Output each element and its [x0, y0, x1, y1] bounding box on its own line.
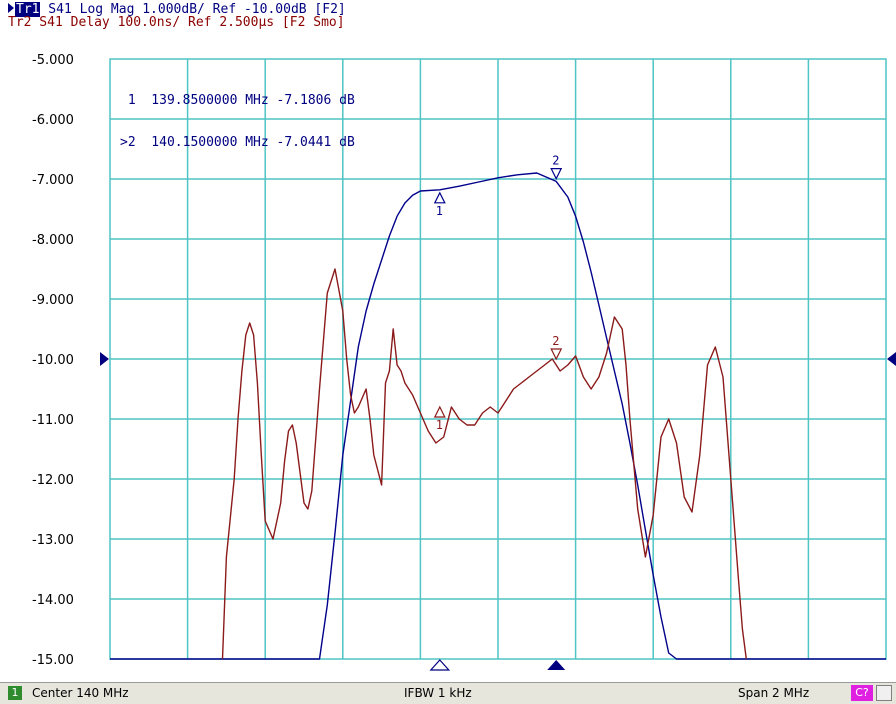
trace2-line	[221, 268, 747, 660]
traces	[110, 172, 886, 660]
trace1-badge[interactable]: Tr1	[15, 2, 41, 17]
markers[interactable]: 1 2 1 2	[433, 154, 563, 432]
y-tick-label: -7.000	[32, 173, 74, 188]
channel-number-badge[interactable]: 1	[8, 686, 22, 700]
marker2-trace2-label: 2	[552, 334, 559, 348]
trace2-settings: Tr2 S41 Delay 100.0ns/ Ref 2.500µs [F2 S…	[8, 15, 345, 30]
marker1-trace1-icon[interactable]	[433, 191, 446, 204]
marker2-trace2-icon[interactable]	[550, 348, 563, 361]
axis-indicators	[100, 352, 896, 671]
y-tick-label: -5.000	[32, 53, 74, 68]
y-tick-label: -6.000	[32, 113, 74, 128]
marker1-trace1-label: 1	[436, 204, 443, 218]
y-tick-label: -8.000	[32, 233, 74, 248]
reference-level-arrow-right-icon[interactable]	[887, 352, 896, 366]
marker1-trace2-icon[interactable]	[433, 405, 446, 418]
y-axis-ticks: -5.000 -6.000 -7.000 -8.000 -9.000 -10.00 -11.…	[32, 53, 74, 668]
center-frequency[interactable]: Center 140 MHz	[32, 686, 129, 700]
trace1-header[interactable]: Tr1 S41 Log Mag 1.000dB/ Ref -10.00dB [F…	[8, 2, 346, 17]
marker2-trace1-icon[interactable]	[550, 168, 563, 180]
active-trace-arrow-icon	[8, 3, 14, 13]
plot-area[interactable]: -5.000 -6.000 -7.000 -8.000 -9.000 -10.00 -11.…	[0, 44, 896, 682]
marker1-readout: 1 139.8500000 MHz -7.1806 dB	[120, 93, 355, 108]
marker2-position-icon[interactable]	[547, 660, 566, 670]
y-tick-label: -13.00	[32, 533, 74, 548]
reference-level-arrow-icon[interactable]	[100, 352, 109, 366]
y-tick-label: -12.00	[32, 473, 74, 488]
trace1-settings: S41 Log Mag 1.000dB/ Ref -10.00dB [F2]	[40, 2, 346, 17]
marker-readout: 1 139.8500000 MHz -7.1806 dB >2 140.1500…	[120, 66, 355, 164]
y-tick-label: -10.00	[32, 353, 74, 368]
marker2-readout: >2 140.1500000 MHz -7.0441 dB	[120, 135, 355, 150]
marker2-trace1-label: 2	[552, 154, 559, 168]
if-bandwidth[interactable]: IFBW 1 kHz	[404, 686, 472, 700]
y-tick-label: -14.00	[32, 593, 74, 608]
marker1-trace2-label: 1	[436, 418, 443, 432]
status-indicator-icon	[876, 685, 892, 701]
y-tick-label: -15.00	[32, 653, 74, 668]
marker1-position-icon[interactable]	[429, 659, 451, 671]
y-tick-label: -11.00	[32, 413, 74, 428]
y-tick-label: -9.000	[32, 293, 74, 308]
trace-header: Tr1 S41 Log Mag 1.000dB/ Ref -10.00dB [F…	[0, 0, 896, 44]
status-bar: 1 Center 140 MHz IFBW 1 kHz Span 2 MHz C…	[0, 682, 896, 704]
calibration-status-badge[interactable]: C?	[851, 685, 873, 701]
trace1-line	[110, 172, 886, 660]
span-frequency[interactable]: Span 2 MHz	[738, 686, 810, 700]
trace2-header[interactable]: Tr2 S41 Delay 100.0ns/ Ref 2.500µs [F2 S…	[8, 15, 345, 30]
grid	[109, 58, 887, 660]
